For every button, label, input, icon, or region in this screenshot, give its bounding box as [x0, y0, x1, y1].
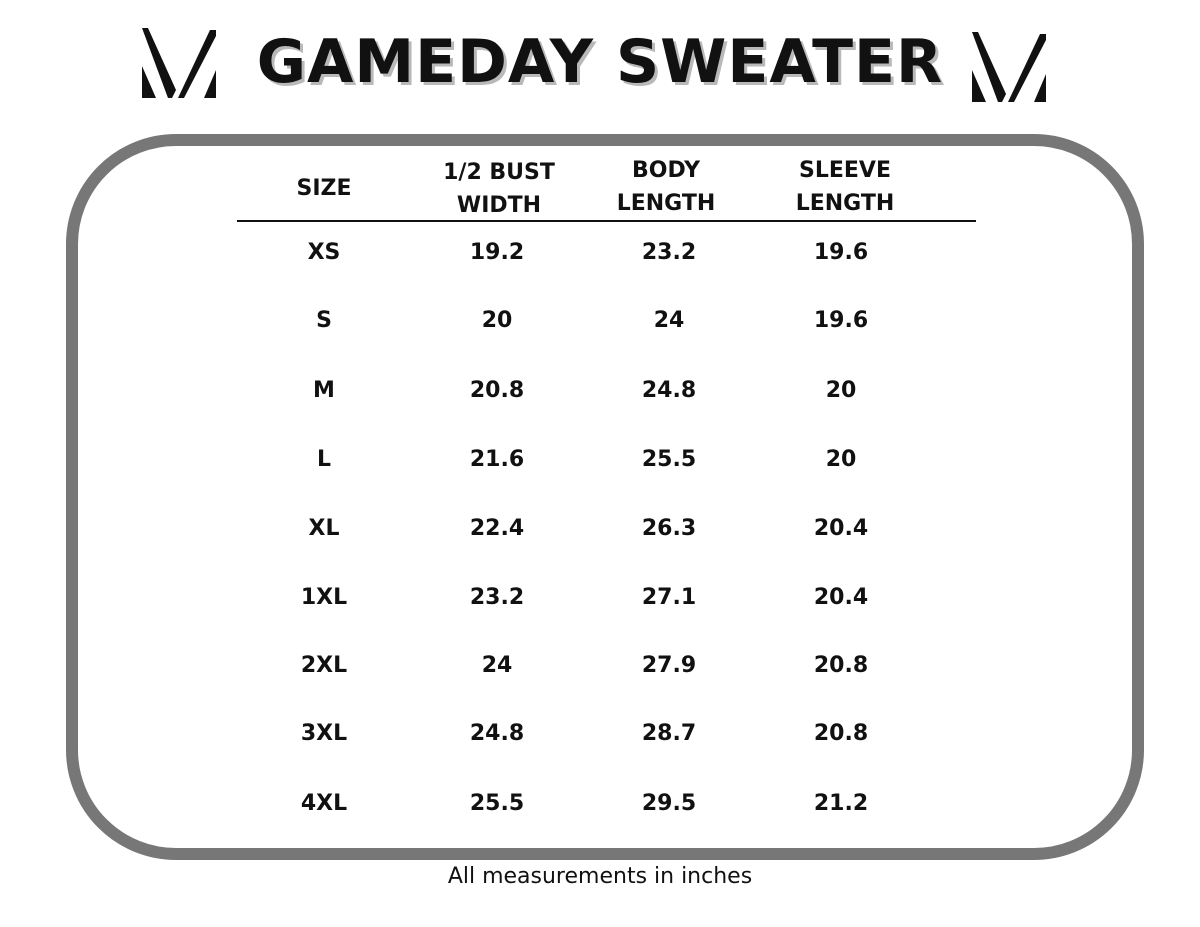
- page-title: GAMEDAY SWEATER: [256, 27, 944, 97]
- size-cell: 3XL: [300, 721, 348, 746]
- v-mark-icon: [968, 30, 1050, 106]
- v-mark-icon: [138, 26, 220, 102]
- header: GAMEDAY SWEATER: [0, 22, 1200, 112]
- bust-width-cell: 20: [481, 308, 513, 333]
- header-divider: [237, 220, 976, 222]
- size-cell: 2XL: [300, 653, 348, 678]
- bust-width-cell: 22.4: [469, 516, 525, 541]
- body-length-cell: 26.3: [641, 516, 697, 541]
- body-length-cell: 24: [653, 308, 685, 333]
- sleeve-length-cell: 20.4: [813, 585, 869, 610]
- column-header-line: SIZE: [296, 176, 352, 201]
- sleeve-length-cell: 20: [825, 447, 857, 472]
- sleeve-length-cell: 19.6: [813, 308, 869, 333]
- bust-width-cell: 23.2: [469, 585, 525, 610]
- bust-width-cell: 24.8: [469, 721, 525, 746]
- size-cell: S: [316, 308, 332, 333]
- column-header-line: LENGTH: [795, 191, 895, 216]
- body-length-cell: 24.8: [641, 378, 697, 403]
- size-chart-frame: [66, 134, 1144, 860]
- column-header-line: WIDTH: [456, 193, 542, 218]
- body-length-cell: 25.5: [641, 447, 697, 472]
- size-cell: M: [313, 378, 335, 403]
- bust-width-cell: 20.8: [469, 378, 525, 403]
- size-cell: 4XL: [300, 791, 348, 816]
- sleeve-length-cell: 20: [825, 378, 857, 403]
- body-length-cell: 23.2: [641, 240, 697, 265]
- body-length-cell: 28.7: [641, 721, 697, 746]
- column-header-line: BODY: [631, 158, 701, 183]
- bust-width-cell: 21.6: [469, 447, 525, 472]
- size-cell: XL: [308, 516, 340, 541]
- bust-width-cell: 19.2: [469, 240, 525, 265]
- sleeve-length-cell: 21.2: [813, 791, 869, 816]
- size-cell: XS: [307, 240, 341, 265]
- body-length-cell: 27.9: [641, 653, 697, 678]
- column-header-body-length: BODY LENGTH: [617, 154, 716, 220]
- bust-width-cell: 24: [481, 653, 513, 678]
- measurement-note: All measurements in inches: [447, 864, 753, 889]
- body-length-cell: 29.5: [641, 791, 697, 816]
- sleeve-length-cell: 20.8: [813, 653, 869, 678]
- column-header-sleeve-length: SLEEVE LENGTH: [796, 154, 895, 220]
- sleeve-length-cell: 19.6: [813, 240, 869, 265]
- column-header-size: SIZE: [296, 172, 351, 205]
- column-header-line: SLEEVE: [799, 158, 891, 183]
- body-length-cell: 27.1: [641, 585, 697, 610]
- column-header-bust-width: 1/2 BUST WIDTH: [443, 156, 555, 222]
- column-header-line: LENGTH: [616, 191, 716, 216]
- size-cell: 1XL: [300, 585, 348, 610]
- column-header-line: 1/2 BUST: [443, 160, 555, 185]
- bust-width-cell: 25.5: [469, 791, 525, 816]
- sleeve-length-cell: 20.8: [813, 721, 869, 746]
- size-cell: L: [316, 447, 332, 472]
- sleeve-length-cell: 20.4: [813, 516, 869, 541]
